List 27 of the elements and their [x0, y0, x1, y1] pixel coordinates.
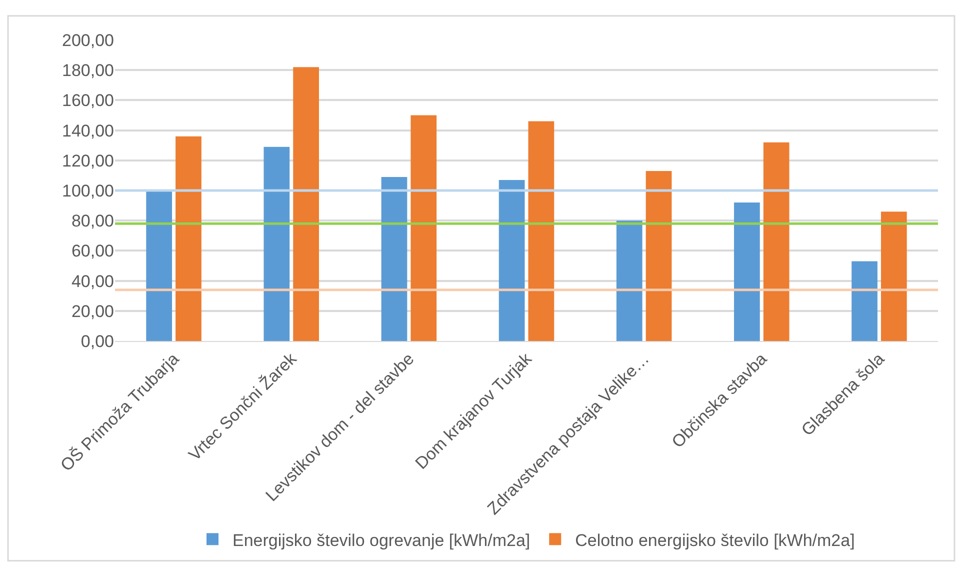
bar — [646, 170, 672, 341]
bar — [498, 180, 525, 341]
bar — [410, 115, 437, 341]
bar — [264, 146, 290, 341]
bar — [293, 67, 319, 341]
bar — [880, 212, 907, 341]
bar — [852, 261, 878, 341]
y-tick-label: 200,00 — [62, 30, 114, 50]
y-tick-label: 20,00 — [71, 302, 114, 321]
bar — [734, 202, 760, 341]
y-tick-label: 100,00 — [62, 181, 114, 200]
bar — [763, 142, 790, 341]
y-tick-label: 140,00 — [62, 121, 114, 140]
y-tick-label: 160,00 — [62, 91, 114, 110]
bar — [616, 220, 642, 341]
bar — [146, 190, 172, 341]
bar — [176, 136, 202, 341]
bar — [528, 121, 554, 341]
y-tick-label: 0,00 — [80, 332, 114, 351]
y-tick-label: 40,00 — [71, 272, 114, 291]
legend-label: Celotno energijsko število [kWh/m2a] — [575, 530, 855, 550]
bar — [381, 176, 408, 341]
y-tick-label: 60,00 — [71, 242, 114, 261]
y-tick-label: 80,00 — [71, 212, 114, 231]
y-tick-label: 120,00 — [62, 151, 114, 170]
y-tick-label: 180,00 — [62, 61, 114, 80]
legend-label: Energijsko število ogrevanje [kWh/m2a] — [232, 530, 530, 550]
